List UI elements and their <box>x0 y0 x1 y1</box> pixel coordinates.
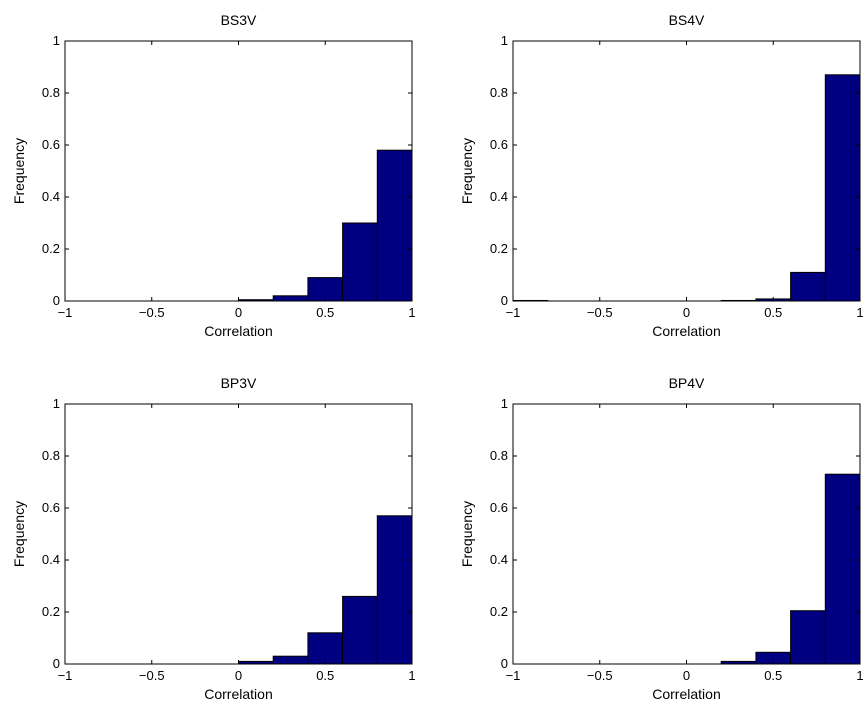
histogram-bar <box>376 149 413 302</box>
x-tick-label: −0.5 <box>587 305 613 320</box>
x-tick-label: −1 <box>58 305 73 320</box>
y-tick-label: 1 <box>501 33 508 48</box>
y-tick-label: 0.8 <box>42 85 60 100</box>
y-tick-label: 1 <box>53 396 60 411</box>
y-tick-label: 1 <box>53 33 60 48</box>
histogram-bar <box>342 595 378 665</box>
y-tick-label: 0 <box>53 656 60 671</box>
x-tick-label: −0.5 <box>587 668 613 683</box>
x-tick-label: −0.5 <box>139 668 165 683</box>
subplot-title: BS3V <box>221 12 257 28</box>
x-tick-label: −1 <box>58 668 73 683</box>
y-tick-label: 0.6 <box>490 500 508 515</box>
y-tick-label: 0.2 <box>42 241 60 256</box>
y-tick-label: 0 <box>53 293 60 308</box>
subplot-title: BP3V <box>221 375 257 391</box>
histogram-bar <box>790 610 826 665</box>
histogram-bar <box>376 515 413 665</box>
y-tick-label: 0 <box>501 293 508 308</box>
x-tick-label: 0.5 <box>764 668 782 683</box>
y-tick-label: 0.4 <box>490 189 508 204</box>
x-tick-label: 1 <box>408 668 415 683</box>
x-tick-label: 1 <box>408 305 415 320</box>
x-tick-label: −1 <box>506 668 521 683</box>
histogram-bar <box>824 473 861 665</box>
x-tick-label: −1 <box>506 305 521 320</box>
subplot-bp4v: −1 −0.5 0 0.5 1 0 0.2 0.4 0.6 0.8 1 BP4V Correlation… <box>459 375 864 702</box>
x-axis-label: Correlation <box>204 686 272 702</box>
y-tick-label: 1 <box>501 396 508 411</box>
y-tick-label: 0.6 <box>42 500 60 515</box>
histogram-bar <box>790 271 826 302</box>
x-tick-label: 0 <box>683 668 690 683</box>
x-axis-label: Correlation <box>204 323 272 339</box>
x-tick-label: 0 <box>235 668 242 683</box>
histogram-bar <box>272 295 309 302</box>
y-tick-label: 0.2 <box>490 241 508 256</box>
y-tick-label: 0.2 <box>490 604 508 619</box>
y-tick-label: 0.6 <box>490 137 508 152</box>
x-tick-label: 0 <box>683 305 690 320</box>
histogram-bar <box>342 222 378 302</box>
y-tick-label: 0.6 <box>42 137 60 152</box>
x-tick-label: 1 <box>856 305 863 320</box>
x-tick-label: 0.5 <box>764 305 782 320</box>
y-tick-label: 0.8 <box>42 448 60 463</box>
y-axis-label: Frequency <box>11 138 27 204</box>
y-tick-label: 0.4 <box>42 189 60 204</box>
histogram-bar <box>824 74 861 302</box>
x-tick-label: 0.5 <box>316 305 334 320</box>
subplot-title: BS4V <box>669 12 705 28</box>
x-axis-label: Correlation <box>652 323 720 339</box>
y-axis-label: Frequency <box>11 501 27 567</box>
x-tick-label: −0.5 <box>139 305 165 320</box>
y-tick-label: 0.8 <box>490 448 508 463</box>
y-axis-label: Frequency <box>459 501 475 567</box>
subplot-bp3v: −1 −0.5 0 0.5 1 0 0.2 0.4 0.6 0.8 1 BP3V Correlation… <box>11 375 416 702</box>
x-axis-label: Correlation <box>652 686 720 702</box>
y-tick-label: 0.4 <box>42 552 60 567</box>
histogram-bar <box>307 632 344 665</box>
x-tick-label: 0.5 <box>316 668 334 683</box>
subplot-bs3v: −1 −0.5 0 0.5 1 0 0.2 0.4 0.6 0.8 1 BS3V Correlation… <box>11 12 416 339</box>
y-tick-label: 0.4 <box>490 552 508 567</box>
y-tick-label: 0 <box>501 656 508 671</box>
histogram-bar <box>272 655 309 665</box>
plot-area <box>513 41 860 301</box>
y-tick-label: 0.8 <box>490 85 508 100</box>
subplot-bs4v: −1 −0.5 0 0.5 1 0 0.2 0.4 0.6 0.8 1 BS4V Correlation… <box>459 12 864 339</box>
y-axis-label: Frequency <box>459 138 475 204</box>
x-tick-label: 0 <box>235 305 242 320</box>
y-tick-label: 0.2 <box>42 604 60 619</box>
subplot-title: BP4V <box>669 375 705 391</box>
x-tick-label: 1 <box>856 668 863 683</box>
